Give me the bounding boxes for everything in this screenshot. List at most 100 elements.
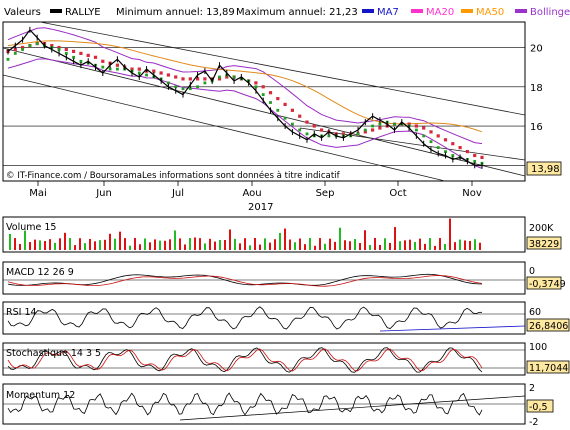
ma7-point-1 <box>13 52 17 55</box>
month-label-jun: Jun <box>95 188 112 199</box>
volume-bar-42 <box>219 239 221 250</box>
volume-panel: Volume 15 200K 38229 <box>2 216 562 253</box>
volume-bar-28 <box>149 242 151 250</box>
ma7-point-58 <box>429 140 433 144</box>
ma7-legend-swatch <box>362 9 374 13</box>
ma7-point-3 <box>28 44 32 47</box>
ma20-point-13 <box>101 59 105 63</box>
ma7-point-49 <box>363 128 367 132</box>
volume-bar-9 <box>54 242 56 250</box>
ma20-point-42 <box>312 124 316 128</box>
ma20-point-10 <box>79 51 83 55</box>
macd-panel-label: MACD 12 26 9 <box>6 267 74 278</box>
volume-bar-7 <box>44 241 46 250</box>
volume-value-label: 38229 <box>529 239 559 250</box>
macd-value-box <box>526 276 562 290</box>
ma20-point-49 <box>363 130 367 134</box>
volume-bar-59 <box>304 244 306 250</box>
ma7-point-35 <box>261 93 265 96</box>
volume-bar-18 <box>99 240 101 250</box>
volume-bar-85 <box>434 245 436 250</box>
ma7-point-7 <box>57 48 61 51</box>
ma20-point-18 <box>137 67 141 71</box>
volume-bar-1 <box>14 238 16 250</box>
volume-bar-89 <box>454 242 456 250</box>
ma20-point-62 <box>458 146 462 150</box>
volume-bar-36 <box>189 238 191 250</box>
ma20-point-1 <box>13 47 17 52</box>
year-label: 2017 <box>248 202 273 213</box>
macd-value-label: -0,3749 <box>529 279 566 290</box>
volume-bar-60 <box>309 238 311 250</box>
ma20-point-27 <box>203 77 207 81</box>
volume-bar-50 <box>259 244 261 250</box>
volume-bar-80 <box>409 239 411 250</box>
volume-bar-67 <box>344 240 346 250</box>
ma7-point-50 <box>371 124 374 128</box>
volume-bar-44 <box>229 229 231 250</box>
rsi-trend-line <box>379 325 526 332</box>
ma7-legend-label: MA7 <box>377 7 399 18</box>
macd-signal-line <box>7 275 483 287</box>
ma7-point-34 <box>254 85 258 89</box>
rsi-value-box <box>526 318 570 332</box>
ma7-point-44 <box>327 134 331 138</box>
volume-bar-4 <box>29 242 31 250</box>
volume-bar-13 <box>74 245 76 250</box>
rsi-panel-label: RSI 14 <box>6 307 37 318</box>
volume-bar-74 <box>379 244 381 250</box>
ma7-point-8 <box>64 52 68 55</box>
ma20-point-35 <box>261 85 265 89</box>
volume-bar-81 <box>414 241 416 250</box>
volume-bar-83 <box>424 243 426 250</box>
ma20-point-58 <box>429 130 433 134</box>
rsi-panel-frame <box>2 301 526 335</box>
volume-bar-12 <box>69 238 71 250</box>
volume-bar-31 <box>164 240 166 250</box>
month-label-nov: Nov <box>462 188 482 199</box>
month-label-mai: Mai <box>29 188 47 199</box>
annual-min-label: Minimum annuel: 13,89 <box>116 7 235 18</box>
volume-bar-34 <box>179 238 181 250</box>
volume-bar-49 <box>254 238 256 250</box>
rsi-axis-label: 60 <box>529 307 541 318</box>
volume-bar-6 <box>39 240 41 250</box>
volume-bar-39 <box>204 243 206 250</box>
price-y-axis: 20 18 16 <box>530 44 543 134</box>
volume-bar-93 <box>474 239 476 250</box>
month-label-oct: Oct <box>389 188 406 199</box>
volume-bar-76 <box>389 242 391 250</box>
volume-bar-29 <box>154 239 156 250</box>
ma20-point-37 <box>276 97 280 101</box>
volume-bar-52 <box>269 242 271 250</box>
ma20-point-56 <box>414 124 418 128</box>
ma20-point-50 <box>371 128 375 132</box>
stochastic-k-line <box>7 347 483 373</box>
ma7-point-37 <box>276 108 280 112</box>
ma7-point-19 <box>145 73 148 77</box>
volume-bar-40 <box>209 238 211 250</box>
ma20-point-9 <box>72 49 76 53</box>
ma7-point-13 <box>101 65 105 69</box>
price-tick-16: 16 <box>530 122 543 133</box>
volume-bar-33 <box>174 230 176 250</box>
price-tick-20: 20 <box>530 44 543 55</box>
volume-bar-62 <box>319 238 321 250</box>
ma7-point-59 <box>436 146 440 149</box>
macd-panel-frame <box>2 261 526 295</box>
ma20-point-25 <box>188 77 192 81</box>
volume-bar-69 <box>354 239 356 250</box>
volume-bar-3 <box>24 230 26 250</box>
volume-bar-37 <box>194 237 196 250</box>
volume-axis-label: 200K <box>529 223 554 234</box>
price-panel: © IT-Finance.com / BoursoramaLes informa… <box>2 21 562 182</box>
ma7-point-56 <box>415 128 418 132</box>
bollinger-legend-label: Bollinge <box>530 7 570 18</box>
volume-bar-65 <box>334 241 336 250</box>
ma7-point-26 <box>196 85 199 89</box>
volume-bar-68 <box>349 241 351 250</box>
ma20-point-11 <box>86 53 90 57</box>
volume-bar-47 <box>244 238 246 250</box>
ma20-point-21 <box>159 71 163 75</box>
